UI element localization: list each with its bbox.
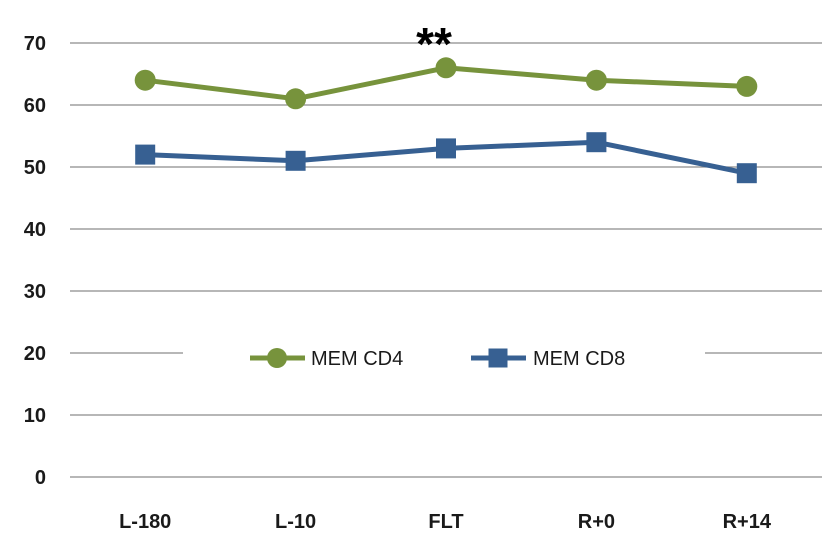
data-point-mem-cd4-l-180	[134, 69, 156, 91]
data-point-mem-cd4-r-0	[585, 69, 607, 91]
series-mem-cd4	[134, 57, 758, 110]
legend-item-mem-cd8: MEM CD8	[471, 348, 625, 370]
x-tick-label-l-180: L-180	[119, 511, 171, 533]
legend-label-mem-cd4: MEM CD4	[311, 348, 403, 370]
data-point-mem-cd8-r-14	[736, 163, 757, 184]
data-point-mem-cd4-r-14	[736, 75, 758, 97]
data-point-mem-cd8-flt	[436, 138, 456, 159]
data-point-mem-cd4-flt	[435, 57, 457, 79]
y-tick-label-70: 70	[24, 33, 46, 55]
x-tick-label-flt: FLT	[428, 511, 463, 533]
legend-label-mem-cd8: MEM CD8	[533, 348, 625, 370]
y-tick-label-30: 30	[24, 281, 46, 303]
y-tick-label-40: 40	[24, 219, 46, 241]
data-point-mem-cd8-r-0	[586, 132, 607, 153]
legend-item-mem-cd4: MEM CD4	[250, 348, 403, 370]
gridlines	[70, 42, 822, 478]
x-tick-label-r-14: R+14	[723, 511, 772, 533]
y-axis-tick-labels: 0 10 20 30 40 50 60 70	[24, 33, 46, 489]
x-tick-label-r-0: R+0	[578, 511, 615, 533]
y-tick-label-0: 0	[35, 467, 46, 489]
x-axis-tick-labels: L-180 L-10 FLT R+0 R+14	[119, 511, 772, 533]
series-mem-cd8	[135, 132, 757, 184]
y-tick-label-50: 50	[24, 157, 46, 179]
y-tick-label-60: 60	[24, 95, 46, 117]
x-tick-label-l-10: L-10	[275, 511, 316, 533]
y-tick-label-10: 10	[24, 405, 46, 427]
data-point-mem-cd4-l-10	[285, 88, 307, 110]
data-point-mem-cd8-l-10	[285, 150, 306, 171]
data-point-mem-cd8-l-180	[135, 144, 156, 165]
legend-marker-mem-cd4	[267, 348, 287, 368]
legend: MEM CD4 MEM CD8	[183, 330, 705, 386]
y-tick-label-20: 20	[24, 343, 46, 365]
series-layer	[134, 57, 758, 184]
significance-annotation: **	[416, 18, 452, 70]
legend-marker-mem-cd8	[488, 348, 508, 368]
